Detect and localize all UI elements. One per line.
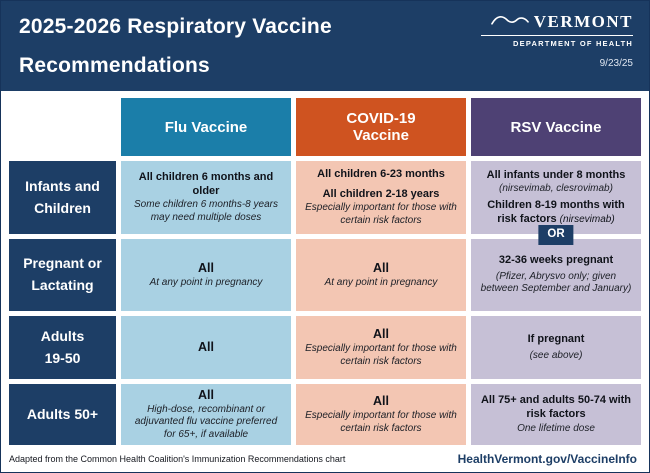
cell-bold-segment: Children 8-19 months with risk factors (487, 198, 625, 225)
page-footer: Adapted from the Common Health Coalition… (1, 449, 649, 469)
cell-bold-text: All (373, 394, 389, 408)
row-header-line: Children (34, 199, 91, 216)
logo-department-text: DEPARTMENT OF HEALTH (513, 39, 633, 48)
source-attribution-text: Adapted from the Common Health Coalition… (9, 454, 346, 464)
cell-italic-text: (nirsevimab, clesrovimab) (499, 183, 613, 195)
column-header-covid: COVID-19 Vaccine (296, 98, 466, 156)
column-header-flu-label: Flu Vaccine (164, 118, 248, 136)
row-header-line: Lactating (31, 277, 94, 293)
row-header-line: 19-50 (44, 349, 81, 366)
row-header-line: Adults (40, 327, 85, 344)
cell-adults-50-plus-flu: All High-dose, recombinant or adjuvanted… (121, 384, 291, 445)
cell-bold-text: All (198, 260, 214, 275)
row-header-infants-children: Infants and Children (9, 161, 116, 234)
row-header-adults-19-50: Adults 19-50 (9, 316, 116, 379)
column-header-rsv-label: RSV Vaccine (510, 118, 602, 136)
cell-bold-text: All children 2-18 years (322, 187, 440, 200)
cell-bold-text: 32-36 weeks pregnant (498, 254, 614, 267)
column-header-rsv: RSV Vaccine (471, 98, 641, 156)
cell-bold-text: All infants under 8 months (486, 168, 626, 181)
cell-bold-text: All (373, 327, 389, 341)
cell-adults-50-plus-covid: All Especially important for those with … (296, 384, 466, 445)
column-header-flu: Flu Vaccine (121, 98, 291, 156)
cell-italic-text: High-dose, recombinant or adjuvanted flu… (134, 403, 278, 440)
cell-italic-text: Especially important for those with cert… (305, 202, 457, 226)
cell-bold-text: All children 6-23 months (317, 167, 445, 180)
table-corner-spacer (9, 98, 116, 156)
cell-bold-text: Children 8-19 months with risk factors (… (480, 199, 632, 227)
column-header-covid-label: COVID-19 Vaccine (346, 110, 416, 144)
cell-bold-text: All (198, 387, 214, 402)
cell-adults-19-50-covid: All Especially important for those with … (296, 316, 466, 379)
cell-infants-rsv: All infants under 8 months (nirsevimab, … (471, 161, 641, 234)
logo-divider (481, 35, 633, 36)
cell-italic-text: One lifetime dose (517, 422, 595, 434)
cell-italic-text: At any point in pregnancy (149, 276, 263, 288)
logo-top-row: VERMONT (481, 12, 633, 32)
cell-infants-covid: All children 6-23 months All children 2-… (296, 161, 466, 234)
cell-italic-text: (Pfizer, Abrysvo only; given between Sep… (480, 270, 632, 295)
cell-bold-text: If pregnant (527, 332, 585, 345)
row-header-pregnant-lactating: Pregnant or Lactating (9, 239, 116, 311)
cell-italic-text: Some children 6 months-8 years may need … (134, 199, 278, 223)
publication-date: 9/23/25 (599, 58, 633, 69)
health-vermont-link[interactable]: HealthVermont.gov/VaccineInfo (457, 452, 637, 466)
cell-bold-text: All 75+ and adults 50-74 with risk facto… (480, 394, 632, 420)
cell-italic-text: (see above) (529, 349, 583, 361)
cell-adults-50-plus-rsv: All 75+ and adults 50-74 with risk facto… (471, 384, 641, 445)
cell-adults-19-50-rsv: If pregnant (see above) (471, 316, 641, 379)
cell-pregnant-rsv: OR 32-36 weeks pregnant (Pfizer, Abrysvo… (471, 225, 641, 311)
cell-italic-segment: (nirsevimab) (559, 213, 615, 225)
cell-pregnant-flu: All At any point in pregnancy (121, 239, 291, 311)
mountain-swoosh-icon (490, 13, 529, 32)
cell-infants-flu: All children 6 months and older Some chi… (121, 161, 291, 234)
or-connector-badge: OR (538, 225, 574, 245)
cell-pregnant-covid: All At any point in pregnancy (296, 239, 466, 311)
recommendations-table: Flu Vaccine COVID-19 Vaccine RSV Vaccine… (1, 91, 649, 449)
row-header-adults-50-plus: Adults 50+ (9, 384, 116, 445)
cell-italic-text: Especially important for those with cert… (305, 343, 457, 367)
cell-bold-text: All children 6 months and older (138, 170, 274, 197)
page-title-line2: Recommendations (19, 54, 210, 77)
logo-state-name: VERMONT (533, 12, 633, 31)
cell-italic-text: At any point in pregnancy (324, 276, 438, 288)
cell-adults-19-50-flu: All (121, 316, 291, 379)
page-header: 2025-2026 Respiratory Vaccine Recommenda… (1, 1, 649, 91)
cell-bold-text: All (373, 260, 389, 275)
cell-italic-text: Especially important for those with cert… (305, 410, 457, 434)
row-header-line: Pregnant or (23, 255, 102, 272)
cell-bold-text: All (198, 340, 214, 354)
row-header-line: Infants and (25, 177, 100, 194)
row-header-line: Adults 50+ (26, 405, 99, 422)
vermont-doh-logo: VERMONT DEPARTMENT OF HEALTH 9/23/25 (481, 12, 633, 69)
page-title-line1: 2025-2026 Respiratory Vaccine (19, 15, 332, 38)
